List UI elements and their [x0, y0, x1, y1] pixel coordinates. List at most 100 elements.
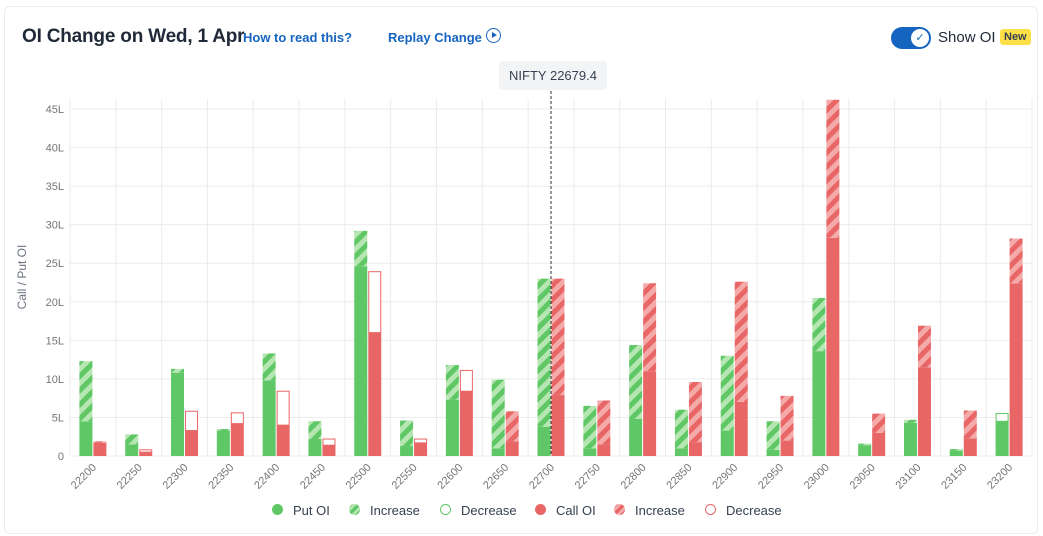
- put-oi-bar: [262, 380, 276, 456]
- call-oi-bar: [872, 432, 886, 456]
- x-tick-label: 22350: [206, 462, 236, 492]
- put-increase-bar: [949, 449, 963, 451]
- x-tick-label: 23150: [939, 462, 969, 492]
- put-oi-bar: [812, 351, 826, 456]
- y-tick-label: 40L: [46, 143, 64, 155]
- call-increase-bar: [551, 278, 565, 396]
- x-tick-label: 22800: [619, 462, 649, 492]
- put-oi-bar: [354, 266, 368, 456]
- call-oi-bar: [826, 237, 840, 456]
- legend-label: Call OI: [556, 503, 596, 518]
- put-increase-bar: [766, 421, 780, 450]
- call-oi-bar: [368, 332, 382, 456]
- call-oi-bar: [505, 441, 519, 456]
- new-badge: New: [1000, 29, 1031, 45]
- y-tick-label: 45L: [46, 104, 64, 116]
- call-increase-bar: [780, 395, 794, 441]
- show-oi-label: Show OI: [938, 29, 996, 46]
- play-icon[interactable]: [486, 28, 501, 43]
- put-oi-bar: [995, 421, 1009, 456]
- replay-change-link[interactable]: Replay Change: [388, 30, 482, 45]
- x-tick-label: 22950: [756, 462, 786, 492]
- call-oi-bar: [139, 452, 153, 456]
- y-tick-label: 35L: [46, 181, 64, 193]
- legend-label: Decrease: [726, 503, 782, 518]
- x-tick-label: 22550: [390, 462, 420, 492]
- put-increase-bar: [354, 230, 368, 267]
- y-tick-label: 15L: [46, 335, 64, 347]
- call-oi-bar: [597, 444, 611, 456]
- call-increase-bar: [688, 381, 702, 443]
- put-increase-bar: [445, 365, 459, 400]
- put-increase-bar: [125, 434, 139, 445]
- x-tick-label: 22850: [664, 462, 694, 492]
- y-tick-label: 5L: [52, 412, 64, 424]
- put-oi-bar: [903, 422, 917, 456]
- put-oi-bar: [720, 430, 734, 456]
- show-oi-toggle[interactable]: ✓: [891, 27, 931, 49]
- x-tick-label: 22400: [252, 462, 282, 492]
- put-increase-bar: [858, 443, 872, 446]
- put-increase-bar: [812, 297, 826, 352]
- put-oi-bar: [583, 448, 597, 456]
- spot-price-tooltip: NIFTY 22679.4: [499, 61, 607, 90]
- y-tick-label: 20L: [46, 297, 64, 309]
- put-increase-bar: [216, 429, 230, 431]
- how-to-read-link[interactable]: How to read this?: [243, 30, 353, 45]
- x-tick-label: 23000: [802, 462, 832, 492]
- put-oi-bar: [629, 418, 643, 456]
- call-oi-bar: [93, 442, 107, 456]
- call-oi-bar: [1009, 283, 1023, 456]
- call-oi-bar: [459, 391, 473, 456]
- x-tick-label: 22650: [481, 462, 511, 492]
- legend-label: Decrease: [461, 503, 517, 518]
- put-oi-bar: [949, 450, 963, 456]
- call-increase-bar: [917, 325, 931, 368]
- legend-label: Put OI: [293, 503, 330, 518]
- x-tick-label: 23050: [848, 462, 878, 492]
- call-increase-bar: [734, 281, 748, 403]
- x-tick-label: 22500: [344, 462, 374, 492]
- put-increase-swatch-icon: [349, 504, 360, 515]
- call-oi-bar: [780, 440, 794, 456]
- put-oi-bar: [858, 445, 872, 456]
- chart-card: [4, 6, 1038, 534]
- put-increase-bar: [537, 278, 551, 427]
- call-increase-bar: [597, 400, 611, 445]
- call-oi-bar: [643, 371, 657, 456]
- call-decrease-bar: [230, 412, 244, 425]
- put-increase-bar: [583, 405, 597, 449]
- put-oi-bar: [79, 421, 93, 456]
- call-increase-swatch-icon: [614, 504, 625, 515]
- put-increase-bar: [400, 420, 414, 446]
- legend-label: Increase: [370, 503, 420, 518]
- put-oi-bar: [125, 444, 139, 456]
- y-tick-label: 25L: [46, 258, 64, 270]
- call-oi-bar: [185, 430, 199, 456]
- call-decrease-bar: [185, 410, 199, 432]
- put-increase-bar: [79, 361, 93, 422]
- call-oi-bar: [688, 442, 702, 456]
- x-tick-label: 22600: [435, 462, 465, 492]
- x-tick-label: 22200: [69, 462, 99, 492]
- put-increase-bar: [171, 368, 185, 373]
- call-oi-bar: [551, 395, 565, 456]
- put-oi-bar: [766, 449, 780, 456]
- put-increase-bar: [674, 409, 688, 449]
- call-oi-bar: [917, 367, 931, 456]
- put-increase-bar: [720, 355, 734, 431]
- y-tick-label: 10L: [46, 374, 64, 386]
- call-decrease-bar: [414, 438, 428, 444]
- x-tick-label: 22300: [161, 462, 191, 492]
- put-increase-bar: [903, 419, 917, 423]
- page-title: OI Change on Wed, 1 Apr: [22, 26, 245, 47]
- call-increase-bar: [505, 411, 519, 442]
- check-icon: ✓: [911, 29, 929, 47]
- x-tick-label: 22450: [298, 462, 328, 492]
- put-oi-bar: [171, 372, 185, 456]
- call-oi-bar: [734, 402, 748, 456]
- y-tick-label: 30L: [46, 220, 64, 232]
- call-decrease-bar: [459, 369, 473, 392]
- call-increase-bar: [872, 413, 886, 433]
- x-tick-label: 23200: [985, 462, 1015, 492]
